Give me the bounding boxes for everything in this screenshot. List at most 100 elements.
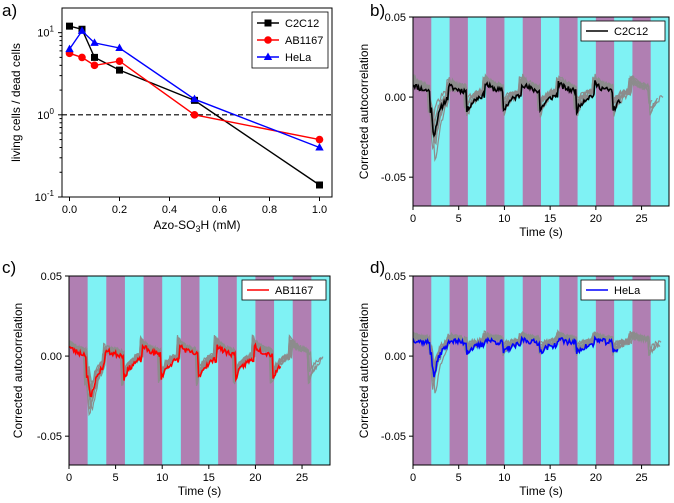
- x-tick-label: 0: [410, 213, 416, 225]
- axes-frame: [412, 16, 670, 207]
- x-tick-label: 0: [66, 472, 72, 484]
- x-tick-label: 15: [544, 472, 556, 484]
- cyan-stripe: [504, 276, 523, 465]
- data-point-HeLa: [190, 94, 199, 103]
- x-tick-label: 15: [544, 213, 556, 225]
- cyan-stripe: [614, 276, 633, 465]
- cyan-stripe: [504, 17, 523, 206]
- data-point-AB1167: [90, 61, 99, 70]
- x-tick-label: 5: [456, 213, 462, 225]
- x-tick-label: 20: [590, 213, 602, 225]
- axes-frame: [412, 275, 670, 466]
- legend-label-C2C12: C2C12: [614, 26, 648, 38]
- legend-box: [580, 279, 666, 301]
- x-tick-label: 5: [113, 472, 119, 484]
- x-tick-label: 5: [456, 472, 462, 484]
- cyan-stripe: [311, 276, 330, 465]
- cyan-stripe: [274, 276, 293, 465]
- data-point-AB1167: [78, 53, 86, 62]
- plot-area: [69, 334, 324, 417]
- y-tick-label: 0.05: [385, 271, 406, 283]
- y-tick-label: 100: [37, 107, 54, 122]
- x-tick-label: 10: [498, 213, 510, 225]
- panel-c: c) 0 5 10 15 20 25 -0.05 0.00 0.05 Time (s) Correct…: [2, 258, 331, 498]
- cyan-stripe: [650, 276, 669, 465]
- legend-label-AB1167: AB1167: [285, 35, 323, 47]
- data-point-C2C12: [66, 22, 73, 30]
- cyan-stripe: [467, 276, 487, 465]
- x-tick-label: 0.4: [162, 204, 177, 216]
- cyan-stripe: [467, 17, 487, 206]
- legend-box: [580, 20, 666, 42]
- x-tick-label: 0.0: [62, 204, 77, 216]
- data-point-HeLa: [90, 38, 99, 46]
- cyan-stripe: [162, 276, 181, 465]
- x-tick-label: 10: [498, 472, 510, 484]
- y-axis-label: living cells / dead cells: [9, 43, 23, 162]
- legend-box: [241, 279, 327, 301]
- panel-d: d) 0 5 10 15 20 25 -0.05 0.00 0.05 Time (s) Correct…: [357, 258, 670, 498]
- cyan-stripe: [614, 17, 633, 206]
- x-tick-label: 0: [410, 472, 416, 484]
- x-tick-label: 20: [249, 472, 261, 484]
- legend-marker-HeLa: [263, 52, 273, 60]
- x-tick-label: 1.0: [312, 204, 327, 216]
- cyan-stripe: [236, 276, 256, 465]
- plot-area: [413, 329, 662, 394]
- x-axis-label: Time (s): [519, 225, 563, 239]
- cyan-stripe: [541, 276, 560, 465]
- y-tick-label: -0.05: [381, 172, 406, 184]
- legend-label-HeLa: HeLa: [614, 285, 641, 297]
- y-tick-label: -0.05: [381, 431, 406, 443]
- data-point-HeLa: [115, 43, 124, 52]
- x-tick-label: 0.8: [262, 204, 277, 216]
- x-tick-label: 25: [296, 472, 308, 484]
- series-line-HeLa: [68, 29, 320, 149]
- series-line-C2C12: [413, 80, 622, 138]
- cyan-stripe: [431, 276, 450, 465]
- panel-label-b: b): [370, 1, 385, 20]
- axes-frame: [68, 275, 331, 466]
- cyan-stripe: [541, 17, 560, 206]
- series-line-HeLa: [413, 335, 619, 378]
- y-tick-label: 0.05: [41, 271, 62, 283]
- y-tick-label: 101: [37, 25, 54, 40]
- legend-label-HeLa: HeLa: [285, 52, 312, 64]
- x-tick-label: 20: [590, 472, 602, 484]
- x-tick-label: 10: [156, 472, 168, 484]
- data-point-AB1167: [115, 57, 124, 65]
- data-point-AB1167: [315, 135, 324, 144]
- y-axis-label: Corrected autocorrelation: [11, 303, 25, 438]
- series-line-AB1167: [69, 342, 282, 398]
- y-tick-label: 10-1: [35, 189, 55, 204]
- cyan-stripe: [577, 276, 596, 465]
- axes-frame: [61, 7, 333, 198]
- data-point-C2C12: [116, 66, 123, 74]
- legend-marker-C2C12: [264, 19, 272, 27]
- cyan-stripe: [199, 276, 219, 465]
- panel-b: b) 0 5 10 15 20 25 -0.05 0.00 0.05 Time (s) Correct…: [357, 1, 670, 239]
- y-axis-label: Corrected autocorrelation: [357, 303, 371, 438]
- x-axis-label: Azo-SO3H (mM): [153, 218, 240, 234]
- cyan-stripe: [124, 276, 144, 465]
- x-tick-label: 0.2: [112, 204, 127, 216]
- data-point-C2C12: [91, 53, 98, 61]
- x-tick-label: 0.6: [212, 204, 227, 216]
- legend-marker-AB1167: [264, 36, 272, 44]
- x-tick-label: 15: [203, 472, 215, 484]
- cyan-stripe: [650, 17, 669, 206]
- x-tick-label: 25: [635, 213, 647, 225]
- panel-label-c: c): [2, 258, 16, 277]
- y-tick-label: 0.05: [385, 12, 406, 24]
- panel-label-a: a): [2, 1, 17, 20]
- cyan-stripe: [577, 17, 596, 206]
- data-point-C2C12: [316, 181, 323, 189]
- y-tick-label: 0.00: [385, 92, 406, 104]
- plot-area: [413, 73, 664, 162]
- y-axis-label: Corrected autocorrelation: [357, 44, 371, 179]
- data-point-HeLa: [315, 143, 324, 151]
- x-tick-label: 25: [635, 472, 647, 484]
- y-tick-label: 0.00: [385, 351, 406, 363]
- panel-label-d: d): [370, 258, 385, 277]
